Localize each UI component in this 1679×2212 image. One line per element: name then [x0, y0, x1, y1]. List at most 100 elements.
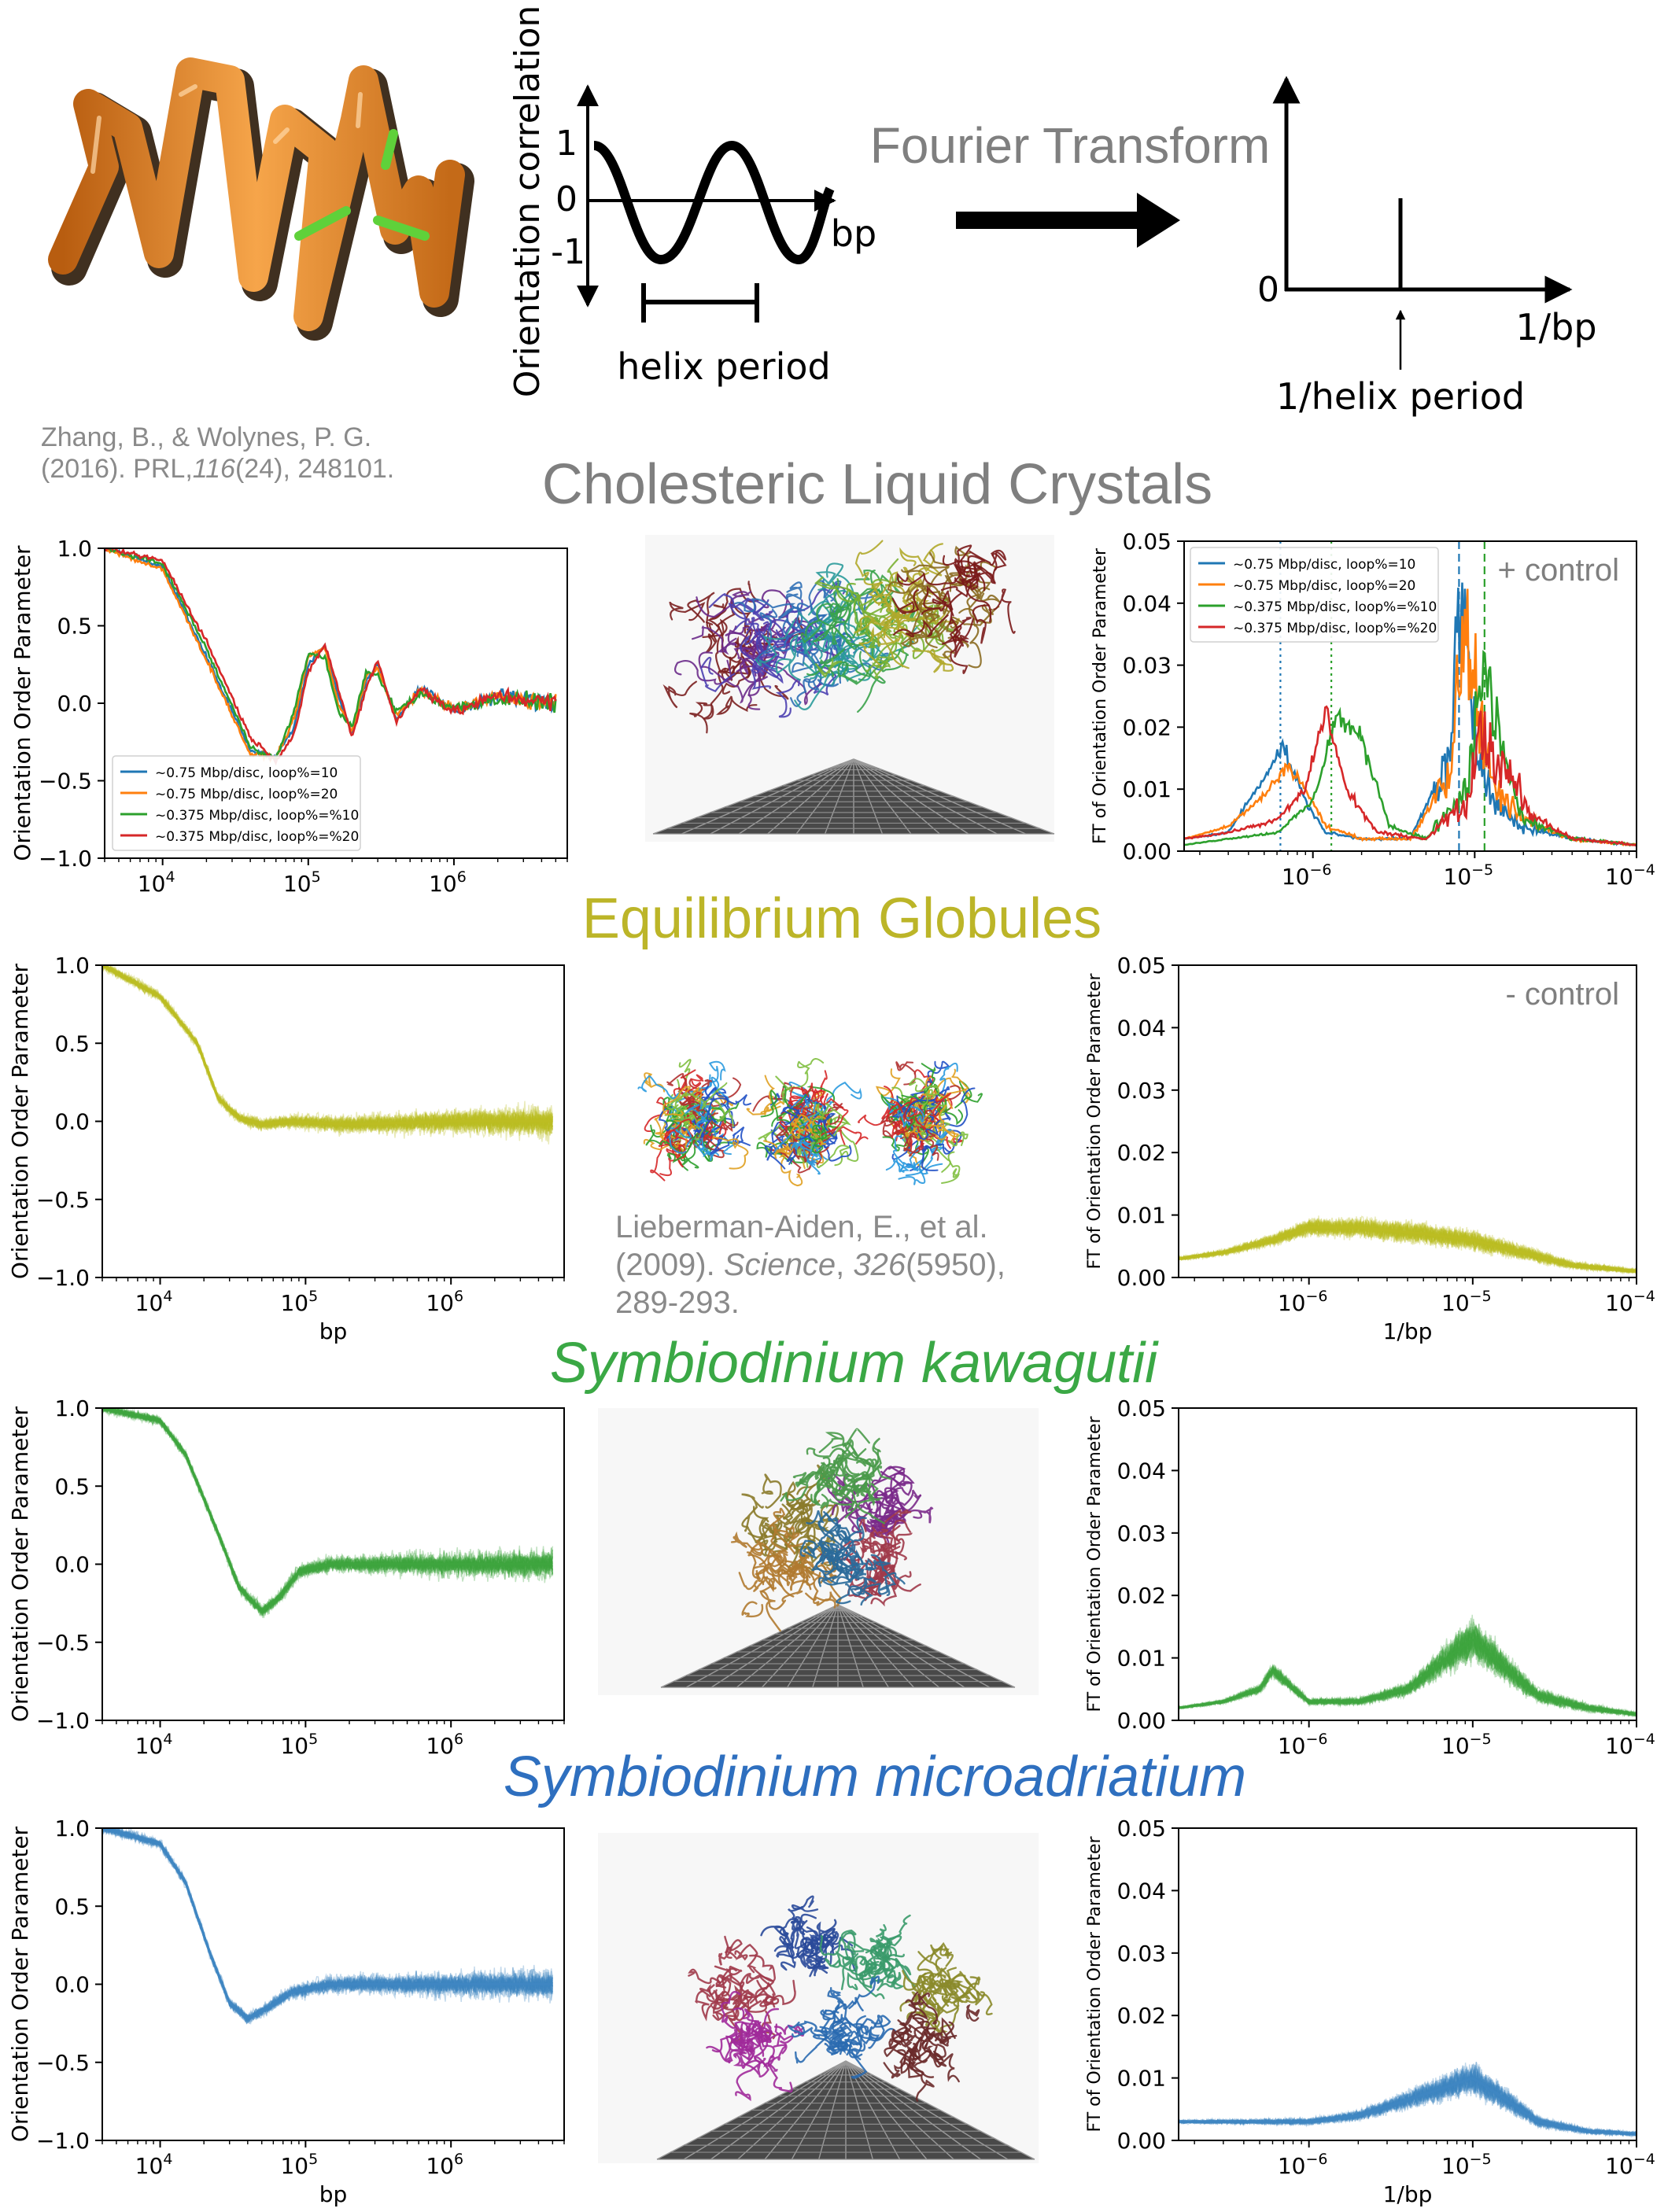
chart-panel: 0.05 0.04 0.03 0.02 0.01 0.00 10−6 10−5 10−4 FT o…: [1085, 1395, 1655, 1759]
series-line: [102, 965, 554, 1132]
row-title-symbiodinium-microadriatium: Symbiodinium microadriatium: [504, 1746, 1246, 1808]
structure-floor-grid: [652, 758, 1055, 835]
x-tick-label: 106: [426, 1288, 463, 1316]
series-line: [102, 965, 554, 1132]
schematic-cosine-curve: [592, 140, 835, 265]
series-line: [102, 1408, 554, 1613]
legend-label: ~0.375 Mbp/disc, loop%=%20: [155, 829, 359, 845]
x-tick-label: 10−6: [1278, 2151, 1328, 2179]
series-line: [102, 1408, 554, 1618]
y-tick-label: 0.00: [1117, 2128, 1166, 2154]
big-arrow-icon: [1137, 193, 1180, 248]
y-tick-label: 0.0: [54, 1972, 90, 1998]
y-axis-label: FT of Orientation Order Parameter: [1090, 547, 1110, 844]
x-tick-label: 105: [280, 1288, 318, 1316]
x-tick-label: 10−6: [1282, 861, 1332, 890]
legend-label: ~0.375 Mbp/disc, loop%=%20: [1233, 621, 1437, 636]
series-line: [102, 965, 554, 1134]
symbiodinium-microadriatium-structure: [598, 1833, 1039, 2163]
y-tick-label: 1.0: [54, 953, 90, 979]
chart-panel: 1.0 0.5 0.0 −0.5 −1.0 104 105 106 Orientation Or…: [7, 953, 565, 1344]
x-tick-label: 10−5: [1444, 861, 1494, 890]
x-tick-label: 106: [429, 868, 467, 897]
series-line: [1179, 1623, 1637, 1717]
x-tick-label: 10−4: [1605, 1288, 1655, 1316]
structure-floor-grid: [656, 2060, 1035, 2160]
series-mean-line: [1179, 2077, 1637, 2136]
y-tick-label: 0.05: [1117, 1395, 1166, 1421]
x-tick-label: 104: [135, 2151, 173, 2179]
series-line: [102, 965, 554, 1133]
y-tick-label: −1.0: [39, 846, 92, 872]
y-tick-label: 1.0: [54, 1816, 90, 1841]
schematic-tick-minus1: -1: [551, 232, 585, 272]
y-tick-label: 0.05: [1123, 529, 1172, 555]
chart-panel: 1.0 0.5 0.0 −0.5 −1.0 104 105 106 Orientation Or…: [7, 1816, 565, 2207]
y-tick-label: 0.0: [54, 1109, 90, 1135]
series-mean-line: [102, 965, 553, 1126]
series-mean-line: [102, 1408, 553, 1613]
y-tick-label: 0.02: [1117, 1583, 1166, 1609]
y-tick-label: 0.05: [1117, 1816, 1166, 1841]
chart-panel: 0.05 0.04 0.03 0.02 0.01 0.00 10−6 10−5 10−4 FT o…: [1090, 529, 1655, 890]
x-tick-label: 10−5: [1441, 2151, 1492, 2179]
citation-lieberman-line2: (2009). Science, 326(5950),: [615, 1248, 1006, 1282]
series-line: [102, 1408, 554, 1616]
y-tick-label: −0.5: [39, 769, 92, 794]
series-line: [1179, 2066, 1637, 2137]
helix-period-label: helix period: [617, 345, 830, 388]
series-mean-line: [1179, 1226, 1637, 1273]
y-tick-label: 0.04: [1117, 1015, 1166, 1041]
citation-zhang-line2: (2016). PRL,116(24), 248101.: [41, 454, 395, 484]
y-tick-label: 0.0: [54, 1552, 90, 1578]
schematic-y-label: Orientation correlation: [507, 6, 548, 397]
series-mean-line: [102, 1828, 553, 2020]
series-line: [1179, 1217, 1637, 1274]
series-line: [1179, 2067, 1637, 2136]
y-tick-label: 0.04: [1117, 1878, 1166, 1904]
control-annotation: - control: [1506, 977, 1620, 1012]
series-line: [102, 965, 554, 1134]
x-tick-label: 10−6: [1278, 1731, 1328, 1759]
chart-frame: [1178, 1407, 1637, 1721]
x-tick-label: 104: [135, 1288, 173, 1316]
citation-lieberman: Lieberman-Aiden, E., et al. (2009). Scie…: [615, 1208, 1006, 1322]
series-line: [1179, 1218, 1637, 1274]
x-axis-label: 1/bp: [1383, 2181, 1433, 2207]
y-tick-label: 1.0: [57, 536, 92, 562]
series-line: [102, 1828, 554, 2025]
x-tick-label: 104: [138, 868, 175, 897]
y-tick-label: −1.0: [36, 1708, 90, 1734]
series-line: [102, 965, 554, 1133]
y-tick-label: 0.02: [1117, 1140, 1166, 1166]
series-line: [102, 1408, 553, 1613]
y-axis-label: FT of Orientation Order Parameter: [1085, 1836, 1105, 2133]
legend-label: ~0.75 Mbp/disc, loop%=20: [155, 787, 338, 802]
y-axis-label: FT of Orientation Order Parameter: [1085, 973, 1105, 1270]
row-title-equilibrium-globules: Equilibrium Globules: [582, 887, 1101, 950]
control-annotation: + control: [1497, 553, 1619, 588]
series-line: [1179, 1218, 1637, 1273]
fourier-transform-arrow-group: Fourier Transform: [870, 117, 1270, 248]
series-line: [1179, 1215, 1637, 1274]
series-line: [102, 965, 553, 1133]
chart-panel: 0.05 0.04 0.03 0.02 0.01 0.00 10−6 10−5 10−4 FT o…: [1085, 953, 1655, 1344]
series-line: [102, 1408, 554, 1614]
x-tick-label: 10−5: [1441, 1731, 1492, 1759]
ft-schematic-x-label: 1/bp: [1515, 306, 1596, 348]
legend-label: ~0.75 Mbp/disc, loop%=20: [1233, 578, 1415, 594]
y-tick-label: 0.03: [1117, 1521, 1166, 1547]
y-tick-label: −1.0: [36, 2128, 90, 2154]
x-tick-label: 105: [280, 2151, 318, 2179]
x-axis-label: bp: [319, 2181, 348, 2207]
helix-bundle-illustration: [48, 57, 474, 341]
y-tick-label: 0.0: [57, 691, 92, 717]
charts: 1.0 0.5 0.0 −0.5 −1.0 104 105 106 Orientation Or…: [7, 529, 1655, 2207]
series-line: [102, 965, 554, 1134]
series-line: [1179, 1624, 1637, 1717]
y-tick-label: 0.03: [1123, 653, 1172, 679]
series-line: [1179, 1221, 1637, 1274]
series-line: [102, 1408, 554, 1613]
y-tick-label: 0.5: [54, 1473, 90, 1499]
y-tick-label: 0.01: [1117, 2066, 1166, 2092]
